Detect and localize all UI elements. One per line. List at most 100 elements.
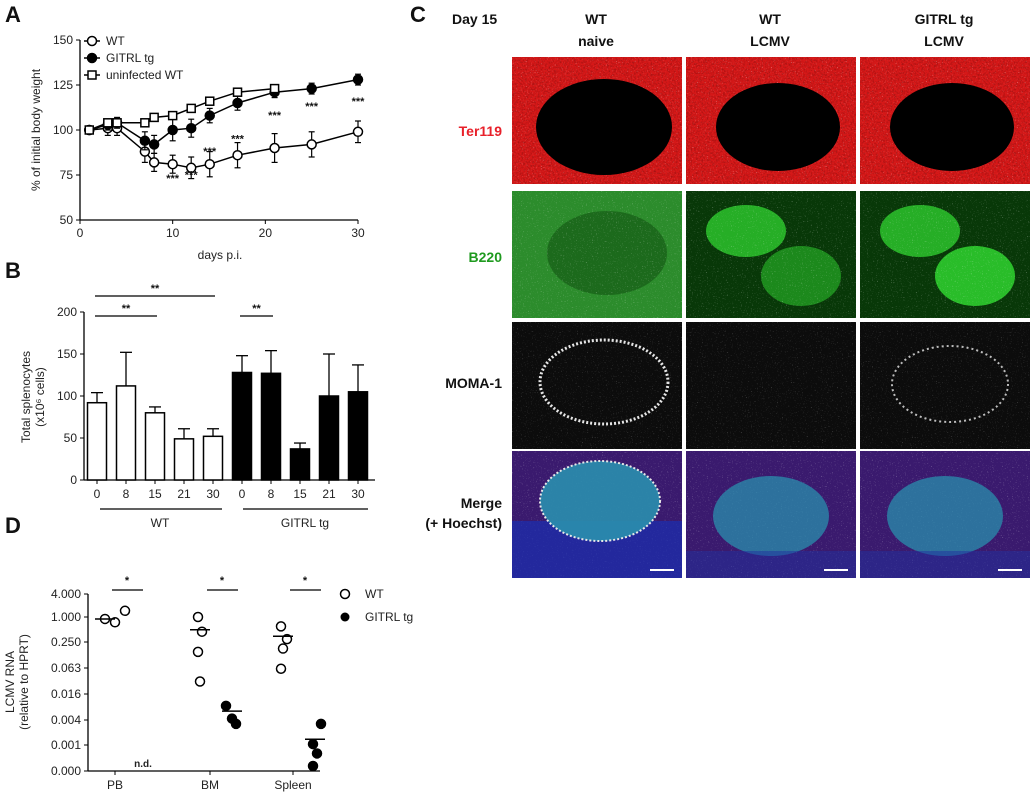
data-point-square [204, 96, 215, 106]
marginal-ring [538, 338, 670, 426]
data-point-circle [306, 139, 317, 150]
y-tick-label: 50 [64, 431, 78, 445]
data-point-circle [139, 135, 151, 147]
day-label: Day 15 [452, 11, 497, 27]
micrograph-r3-c3 [860, 322, 1030, 449]
bar [173, 438, 195, 481]
micrograph-r1-c3 [860, 57, 1030, 184]
x-tick-label: 0 [77, 226, 84, 240]
y-tick-label: 0 [70, 473, 77, 487]
hoechst-region [860, 551, 1030, 578]
row-label-b220: B220 [469, 249, 503, 265]
panel-d-y-axis-title-line1: LCMV RNA [3, 651, 17, 713]
panel-letter-c: C [410, 2, 426, 27]
legend-item-gitrl-tg: GITRL tg [84, 51, 154, 65]
micrograph-r3-c1 [512, 322, 682, 449]
y-tick-label: 0.001 [51, 738, 81, 752]
x-tick-label: 21 [177, 487, 191, 501]
follicle-zone [887, 476, 1003, 556]
panel-a-y-axis-title: % of initial body weight [29, 68, 43, 191]
panel-a-legend: WT GITRL tg uninfected WT [84, 34, 184, 82]
data-point [196, 626, 208, 637]
legend-open-circle-icon [339, 588, 351, 600]
significance-stars: ** [122, 303, 131, 315]
micrograph-r4-c2 [686, 451, 856, 578]
y-tick-label: 4.000 [51, 587, 81, 601]
data-point [307, 738, 319, 750]
bar [347, 391, 369, 481]
follicle-zone [540, 461, 660, 541]
column-header-2-line1: WT [759, 11, 781, 27]
data-point-circle [167, 158, 178, 170]
bar [231, 371, 253, 481]
significance-stars: *** [231, 134, 245, 146]
not-detected-label: n.d. [134, 759, 152, 770]
bar [115, 385, 137, 481]
x-tick-label: 8 [123, 487, 130, 501]
x-tick-label: BM [201, 778, 219, 792]
bar [144, 412, 166, 481]
micrograph-texture [860, 57, 1030, 184]
micrograph-r2-c3 [860, 191, 1030, 318]
y-tick-label: 0.250 [51, 635, 81, 649]
series-line-0 [89, 127, 359, 169]
panel-a-x-axis-title: days p.i. [198, 248, 243, 262]
data-point [311, 748, 323, 759]
legend-item-wt: WT [84, 34, 125, 48]
data-point-square [186, 103, 196, 114]
significance-stars: *** [166, 173, 180, 185]
data-point-circle [204, 110, 215, 121]
x-tick-label: 10 [166, 226, 180, 240]
bar [289, 448, 311, 481]
panel-d-scatter-chart: LCMV RNA (relative to HPRT) 0.000 0.001 0.… [3, 575, 413, 792]
significance-stars: * [303, 575, 308, 587]
y-tick-label: 100 [53, 123, 73, 137]
significance-stars: * [125, 575, 130, 587]
data-point [192, 611, 204, 623]
micrograph-texture [512, 191, 682, 318]
data-point-circle [232, 97, 243, 109]
marginal-ring [891, 345, 1009, 423]
data-point-square [167, 110, 178, 121]
legend-label-gitrl-tg: GITRL tg [106, 51, 154, 65]
panel-a-line-chart: % of initial body weight days p.i. 50 75 1… [29, 33, 365, 262]
data-point [192, 646, 204, 658]
significance-stars: * [220, 575, 225, 587]
micrograph-r3-c2 [686, 322, 856, 449]
micrograph-r2-c1 [512, 191, 682, 318]
x-tick-label: 30 [351, 487, 365, 501]
micrograph-texture [860, 322, 1030, 449]
x-tick-label: 0 [94, 487, 101, 501]
data-point-circle [352, 74, 364, 85]
x-tick-label: 15 [293, 487, 307, 501]
y-tick-label: 1.000 [51, 610, 81, 624]
micrograph-r1-c2 [686, 57, 856, 184]
group-label-wt: WT [151, 516, 170, 530]
panel-d-legend: WT GITRL tg [339, 587, 413, 624]
bar [318, 395, 340, 481]
legend-label-gitrl-tg: GITRL tg [365, 610, 413, 624]
bar [260, 372, 282, 481]
data-point-circle [269, 142, 280, 154]
column-header-3-line1: GITRL tg [915, 11, 974, 27]
column-header-1-line1: WT [585, 11, 607, 27]
y-tick-label: 150 [57, 347, 77, 361]
data-point [277, 643, 289, 654]
legend-item-uninfected-wt: uninfected WT [84, 68, 184, 82]
micrograph-texture [860, 191, 1030, 318]
panel-letter-a: A [5, 2, 21, 27]
x-tick-label: 30 [206, 487, 220, 501]
data-point-circle [148, 157, 160, 168]
marginal-ring [539, 460, 661, 542]
column-header-3-line2: LCMV [924, 33, 964, 49]
data-point-circle [232, 149, 243, 161]
y-tick-label: 200 [57, 305, 77, 319]
x-tick-label: 0 [239, 487, 246, 501]
micrograph-r4-c1 [512, 451, 682, 578]
legend-filled-circle-icon [86, 52, 98, 64]
data-point [119, 605, 131, 617]
y-tick-label: 50 [60, 213, 74, 227]
data-point [275, 621, 287, 632]
data-point-circle [306, 83, 317, 94]
legend-label-wt: WT [106, 34, 125, 48]
